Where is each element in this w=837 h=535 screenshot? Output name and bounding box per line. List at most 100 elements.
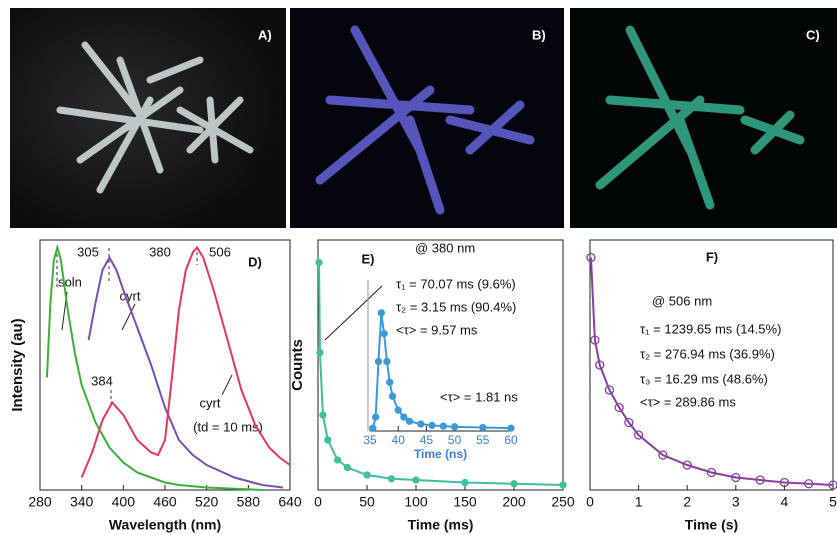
- photo-b: B): [290, 8, 564, 228]
- data-point: [315, 258, 323, 267]
- series-line: [45, 243, 263, 491]
- x-tick-label: 40: [392, 433, 406, 447]
- data-point: [439, 422, 447, 430]
- x-tick-label: 4: [781, 494, 789, 510]
- data-point: [369, 424, 377, 432]
- x-tick-label: 520: [195, 494, 219, 510]
- data-point: [377, 309, 385, 317]
- panel-label: C): [806, 27, 820, 42]
- x-axis-label: Time (ms): [408, 517, 474, 533]
- series-line: [589, 257, 834, 486]
- x-tick-label: 100: [404, 494, 428, 510]
- data-point: [417, 420, 425, 428]
- scatter-point: [614, 402, 624, 413]
- series-label: soln: [58, 274, 82, 289]
- data-point: [400, 413, 408, 421]
- scatter-point: [828, 480, 837, 490]
- scatter-point: [755, 475, 765, 485]
- annotation: 506: [209, 244, 231, 259]
- chart-title: D): [248, 254, 262, 269]
- data-point: [387, 475, 396, 483]
- data-point: [374, 357, 383, 366]
- annotation: 380: [149, 244, 171, 259]
- data-point: [383, 357, 391, 366]
- annotation: @ 380 nm: [415, 240, 475, 255]
- annotation: <τ> = 1.81 ns: [440, 389, 518, 404]
- scatter-point: [706, 467, 717, 478]
- data-point: [510, 480, 518, 488]
- x-tick-label: 3: [732, 494, 740, 510]
- annotation: τ₁ = 1239.65 ms (14.5%): [640, 321, 781, 336]
- x-tick-label: 55: [476, 433, 490, 447]
- data-point: [371, 413, 380, 421]
- scatter-point: [731, 472, 741, 483]
- x-tick-label: 50: [448, 433, 462, 447]
- x-tick-label: 580: [237, 494, 261, 510]
- data-point: [507, 424, 515, 432]
- plot-frame: [589, 239, 834, 491]
- data-point: [412, 476, 420, 484]
- x-tick-label: 340: [70, 494, 94, 510]
- data-point: [380, 330, 388, 338]
- annotation: τ₂ = 276.94 ms (36.9%): [640, 346, 775, 361]
- annotation: τ₁ = 70.07 ms (9.6%): [396, 276, 516, 291]
- x-axis-label: Time (s): [685, 517, 738, 533]
- annotation: 384: [91, 373, 113, 388]
- annotation: τ₂ = 3.15 ms (90.4%): [396, 299, 516, 314]
- x-tick-label: 250: [551, 494, 575, 510]
- plot-frame: [317, 239, 564, 491]
- data-point: [388, 392, 397, 400]
- peak-markers: [56, 246, 198, 408]
- y-axis-label: Intensity (au): [9, 318, 26, 411]
- chart-title: E): [362, 251, 375, 266]
- x-tick-label: 150: [453, 494, 477, 510]
- x-tick-label: 2: [683, 494, 691, 510]
- data-point: [461, 478, 469, 487]
- data-point: [405, 417, 414, 425]
- data-point: [316, 348, 324, 357]
- x-tick-label: 0: [314, 494, 322, 510]
- x-tick-label: 460: [153, 494, 177, 510]
- x-tick-label: 640: [278, 494, 302, 510]
- x-tick-label: 1: [635, 494, 643, 510]
- annotation: <τ> = 289.86 ms: [640, 394, 736, 409]
- series-line: [80, 245, 291, 478]
- x-tick-label: 35: [363, 433, 377, 447]
- scatter-point: [586, 252, 596, 263]
- y-axis-label: Counts: [289, 339, 306, 391]
- data-point: [450, 423, 459, 431]
- x-tick-label: 280: [28, 494, 52, 510]
- scatter-point: [779, 477, 790, 488]
- scatter-point: [804, 479, 814, 489]
- annotation: <τ> = 9.57 ms: [396, 322, 478, 337]
- scatter-point: [590, 335, 600, 345]
- x-tick-label: 5: [829, 494, 837, 510]
- x-tick-label: 60: [504, 433, 518, 447]
- photo-a: A): [10, 8, 286, 228]
- scatter-point: [595, 360, 605, 370]
- data-point: [394, 406, 402, 414]
- annotation: 305: [77, 244, 99, 259]
- data-point: [343, 463, 352, 472]
- data-point: [428, 421, 436, 430]
- chart-title: F): [706, 249, 718, 264]
- data-point: [324, 436, 332, 444]
- x-axis-label: Wavelength (nm): [109, 517, 221, 533]
- data-point: [386, 378, 394, 387]
- scatter-point: [682, 460, 692, 470]
- x-tick-label: 45: [420, 433, 434, 447]
- annotation: @ 506 nm: [652, 293, 712, 308]
- x-tick-label: 400: [112, 494, 136, 510]
- x-tick-label: 50: [359, 494, 375, 510]
- scatter-point: [633, 430, 644, 440]
- annotation: (td = 10 ms): [193, 419, 263, 434]
- series-label: cyrt: [200, 395, 221, 410]
- data-point: [479, 423, 487, 432]
- data-point: [363, 471, 371, 479]
- series-line: [317, 262, 564, 486]
- data-point: [319, 411, 327, 419]
- photo-c: C): [570, 8, 837, 228]
- x-tick-label: 200: [502, 494, 526, 510]
- scatter-point: [658, 450, 668, 460]
